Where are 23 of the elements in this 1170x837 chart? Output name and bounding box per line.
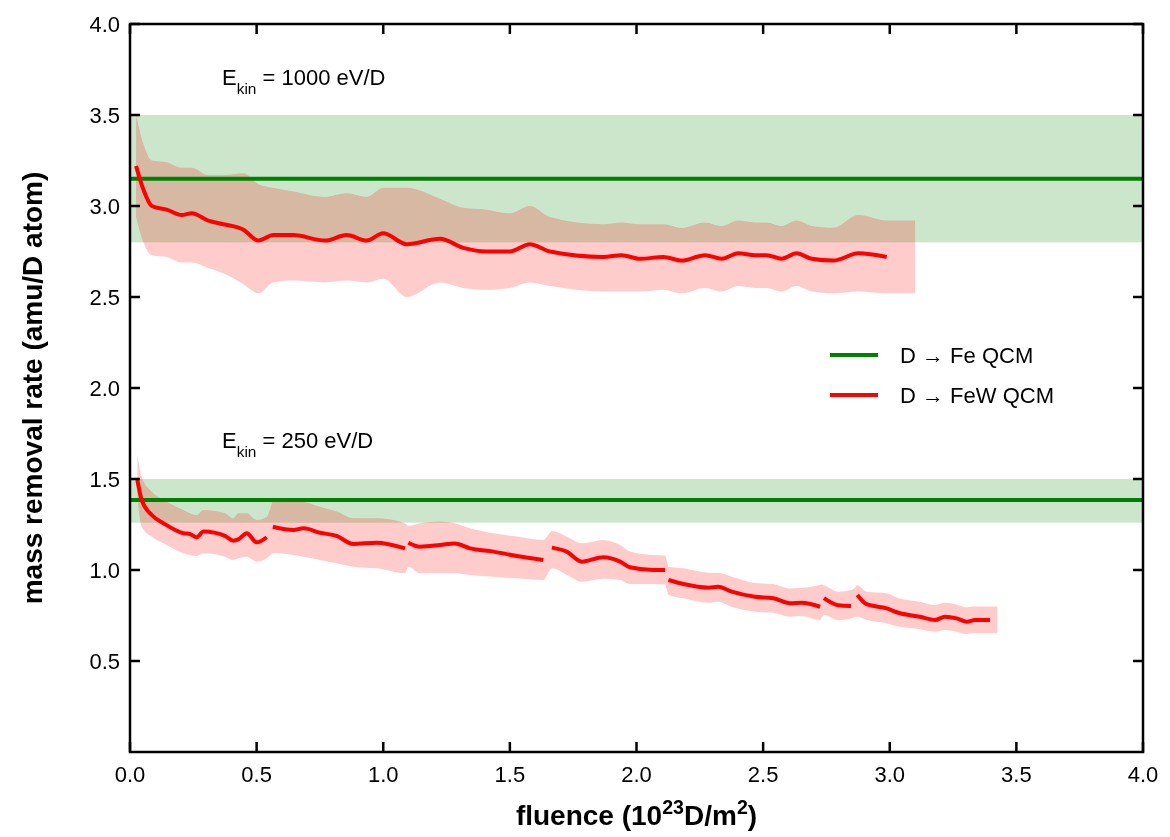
x-tick-label: 2.5 — [747, 762, 779, 787]
y-tick-label: 0.5 — [89, 648, 120, 674]
x-axis-title: fluence (10$^{23}$D/m$^{2}$) — [515, 796, 758, 831]
legend-label: D → Fe QCM — [900, 342, 1034, 368]
y-axis-title: mass removal rate (amu/D atom) — [17, 171, 48, 605]
x-tick-label: 3.0 — [874, 762, 906, 787]
x-tick-label: 0.5 — [241, 762, 272, 787]
y-tick-label: 4.0 — [89, 11, 120, 37]
x-tick-label: 1.0 — [367, 762, 399, 787]
y-tick-label: 3.5 — [89, 102, 120, 128]
x-tick-label: 0.0 — [114, 762, 146, 787]
y-tick-label: 2.5 — [89, 284, 120, 310]
x-tick-label: 1.5 — [494, 762, 526, 787]
y-tick-label: 1.0 — [89, 557, 120, 583]
y-tick-label: 2.0 — [89, 375, 120, 401]
x-tick-label: 4.0 — [1127, 762, 1159, 787]
annotation: E$_{kin}$ = 250 eV/D — [222, 428, 374, 460]
y-tick-label: 3.0 — [89, 193, 120, 219]
annotation: E$_{kin}$ = 1000 eV/D — [222, 65, 386, 97]
x-tick-label: 3.5 — [1001, 762, 1032, 787]
y-tick-label: 1.5 — [89, 466, 120, 492]
x-tick-label: 2.0 — [621, 762, 652, 787]
legend-label: D → FeW QCM — [900, 382, 1054, 408]
